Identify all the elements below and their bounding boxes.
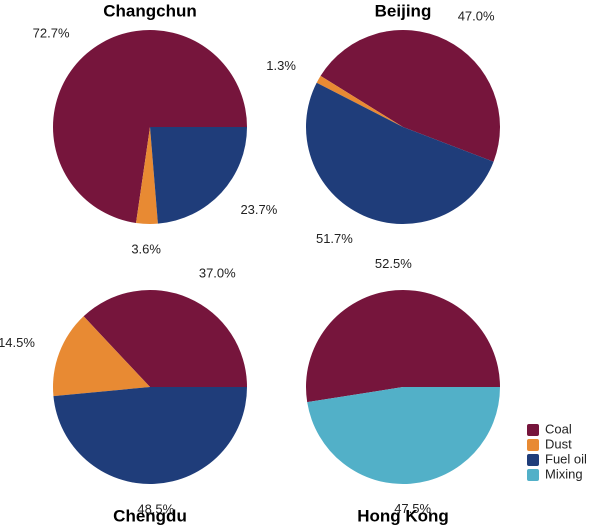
value-label: 37.0% [199,266,236,281]
pie-slice [53,387,248,484]
value-label: 48.5% [137,501,174,516]
chart-title: Changchun [103,1,197,20]
pie-slice [316,75,403,127]
value-label: 72.7% [33,25,70,40]
pie-slice [52,29,247,223]
value-label: 47.0% [458,8,495,23]
pie-slice [52,316,150,397]
value-label: 51.7% [316,231,353,246]
legend-swatch [527,424,539,436]
value-label: 14.5% [0,335,35,350]
value-label: 23.7% [240,202,277,217]
pie-slice [306,290,500,403]
chart-title: Hong Kong [357,506,449,525]
pie-slice [320,29,501,162]
chart-title: Beijing [375,1,432,20]
legend-swatch [527,469,539,481]
pie-slice [307,387,500,484]
legend-label: Mixing [545,466,583,481]
value-label: 52.5% [375,256,412,271]
legend-swatch [527,454,539,466]
legend-label: Coal [545,421,572,436]
pie-slice [136,127,158,224]
value-label: 47.5% [394,501,431,516]
value-label: 3.6% [131,241,161,256]
chart-title: Chengdu [113,506,187,525]
pie-slice [306,82,494,225]
legend-label: Dust [545,436,572,451]
pie-slice [150,127,247,224]
pie-slice [83,289,247,387]
legend-label: Fuel oil [545,451,587,466]
value-label: 1.3% [266,58,296,73]
legend-swatch [527,439,539,451]
